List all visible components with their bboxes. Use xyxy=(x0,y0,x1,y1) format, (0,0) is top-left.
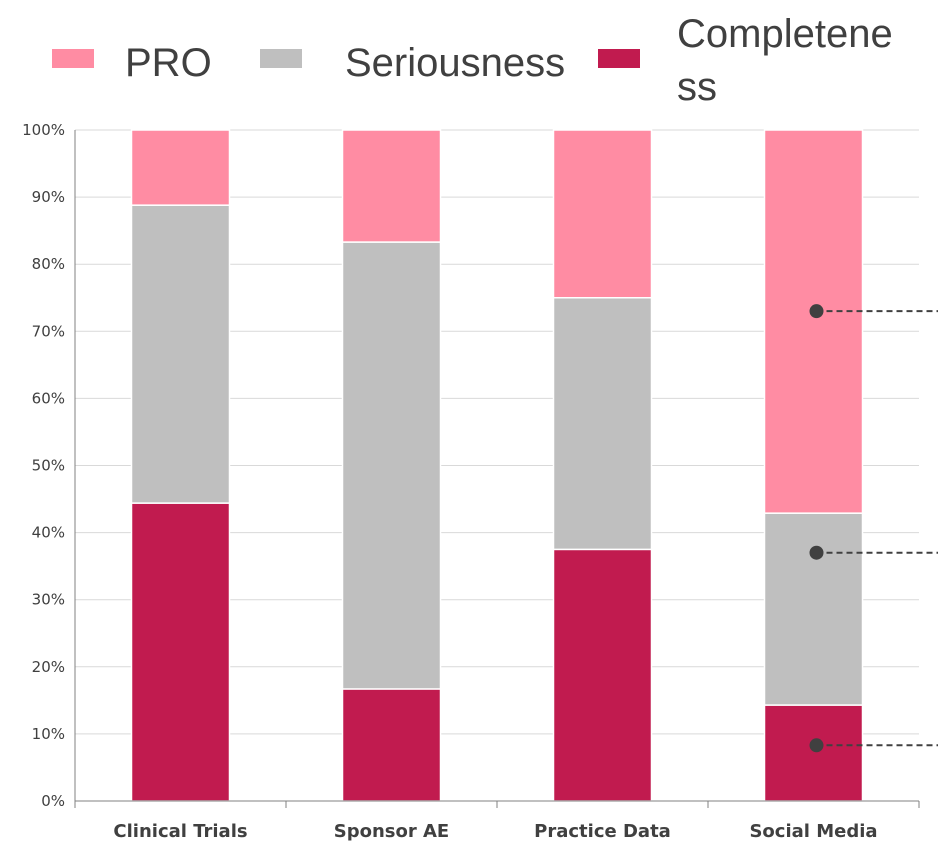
bar-segment xyxy=(552,129,653,299)
x-tick-label: Social Media xyxy=(749,821,877,842)
bar-segment xyxy=(341,241,442,690)
x-axis-labels: Clinical Trials Sponsor AE Practice Data So… xyxy=(113,821,877,842)
y-tick-label: 100% xyxy=(22,121,65,139)
y-tick-label: 0% xyxy=(41,792,65,810)
y-axis: 0% 10% 20% 30% 40% 50% 60% 70% 80% 90% 100% xyxy=(22,121,65,810)
y-tick-label: 10% xyxy=(32,725,65,743)
x-tick-label: Clinical Trials xyxy=(113,821,247,842)
y-tick-label: 20% xyxy=(32,658,65,676)
callout-dot xyxy=(809,545,824,560)
bar-segment xyxy=(341,688,442,802)
legend-label: Seriousness xyxy=(345,41,565,85)
bar-segment xyxy=(130,204,231,504)
callout-dot xyxy=(809,304,824,319)
x-tick-label: Sponsor AE xyxy=(334,821,449,842)
legend: PRO Seriousness Completene ss xyxy=(52,12,893,109)
legend-swatch xyxy=(260,49,302,68)
legend-label: Completene xyxy=(677,12,893,56)
bar-segment xyxy=(763,129,864,514)
x-tick-label: Practice Data xyxy=(534,821,671,842)
legend-label: PRO xyxy=(125,41,212,85)
y-tick-label: 80% xyxy=(32,255,65,273)
y-tick-label: 50% xyxy=(32,457,65,475)
callout-dot xyxy=(809,738,824,753)
bar-segment xyxy=(341,129,442,243)
bar-segment xyxy=(763,512,864,706)
y-tick-label: 90% xyxy=(32,188,65,206)
y-tick-label: 40% xyxy=(32,524,65,542)
y-tick-label: 70% xyxy=(32,322,65,340)
x-axis xyxy=(74,130,920,808)
bar-segment xyxy=(552,548,653,802)
bars xyxy=(130,129,864,802)
legend-label: ss xyxy=(677,65,717,109)
bar-segment xyxy=(130,502,231,802)
legend-swatch xyxy=(52,49,94,68)
bar-segment xyxy=(130,129,231,206)
legend-swatch xyxy=(598,49,640,68)
y-tick-label: 60% xyxy=(32,389,65,407)
bar-segment xyxy=(763,704,864,802)
callouts xyxy=(809,304,938,753)
y-tick-label: 30% xyxy=(32,591,65,609)
bar-segment xyxy=(552,297,653,551)
